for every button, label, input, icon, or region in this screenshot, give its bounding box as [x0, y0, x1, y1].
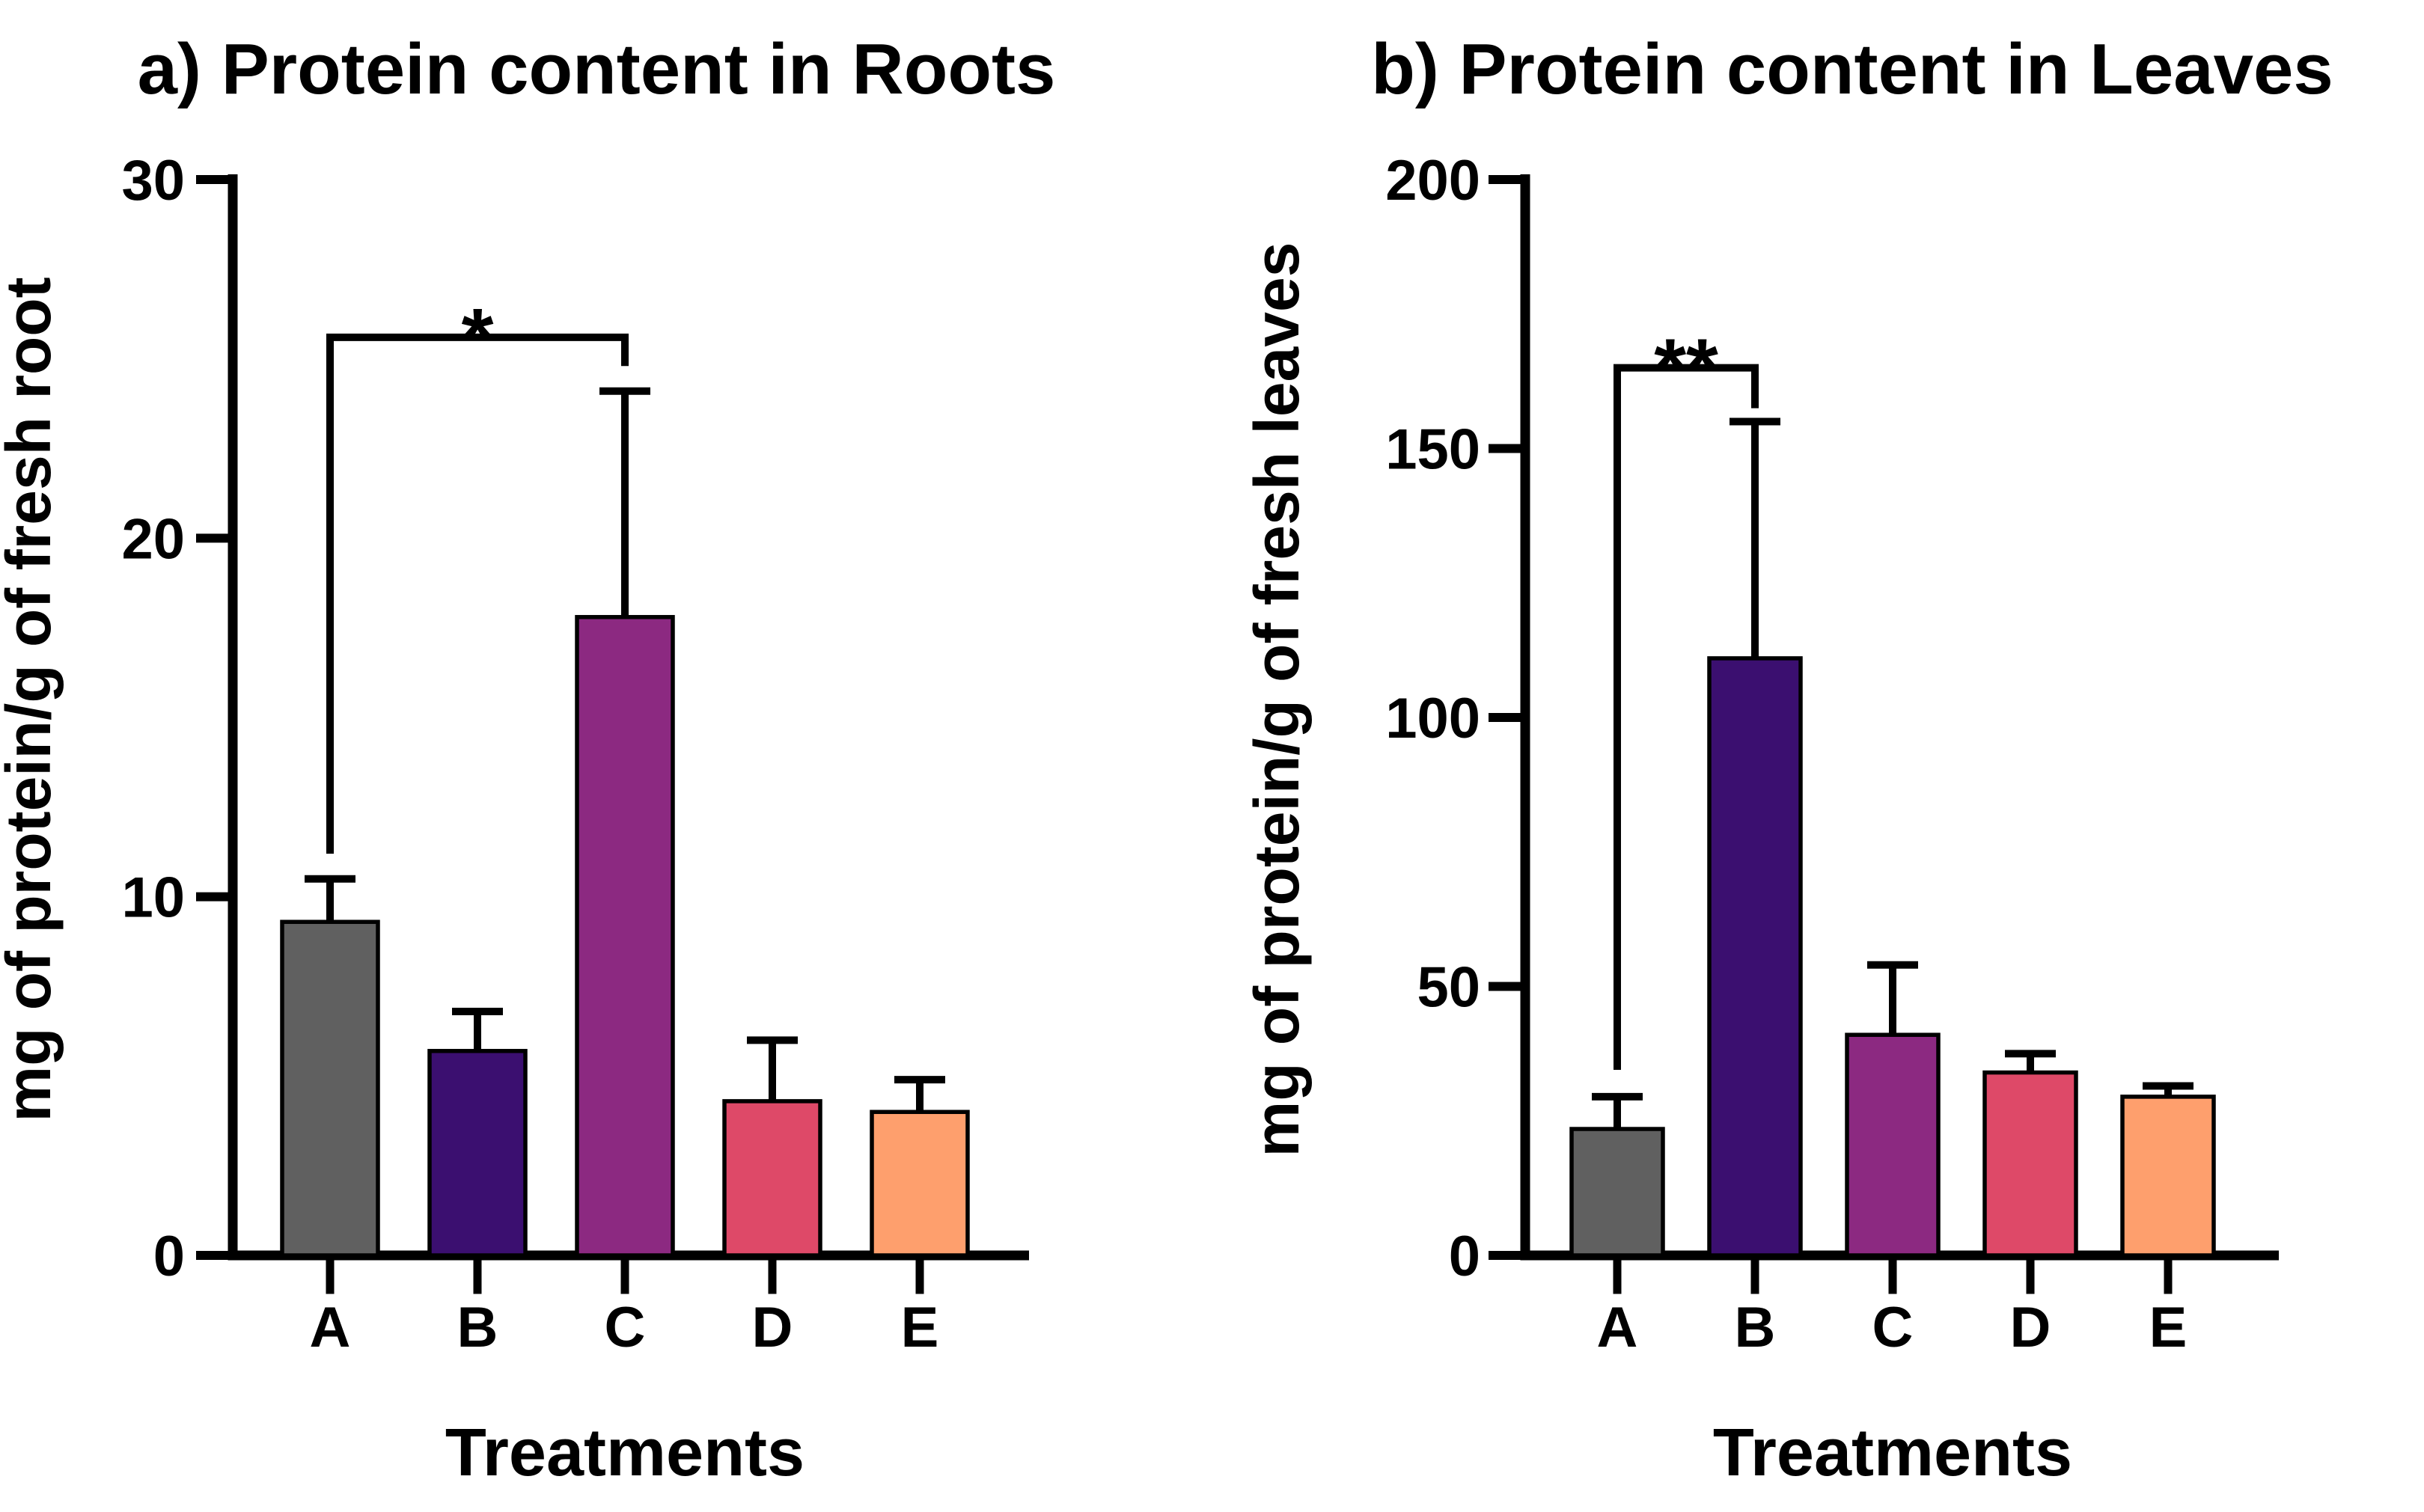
y-tick-label: 20 — [121, 507, 185, 571]
y-tick-label: 200 — [1385, 149, 1480, 212]
roots-chart: 0 10 20 30 A B C D E * — [121, 149, 1029, 1359]
bar-e — [2120, 1095, 2216, 1258]
chart-a-title: a) Protein content in Roots — [138, 29, 1056, 109]
leaves-chart: 0 50 100 150 200 A B C D E ** — [1385, 149, 2279, 1359]
significance-bracket — [326, 333, 629, 854]
category-label-b: B — [457, 1296, 498, 1359]
chart-b-ylabel: mg of protein/g of fresh leaves — [1242, 242, 1312, 1157]
y-tick-label: 150 — [1385, 418, 1480, 482]
bar-d — [722, 1099, 822, 1258]
chart-a-xlabel: Treatments — [445, 1415, 805, 1490]
bar-c — [575, 615, 675, 1258]
bar-a — [280, 919, 380, 1258]
y-tick-label: 10 — [121, 866, 185, 930]
category-label-c: C — [1872, 1296, 1914, 1359]
category-label-e: E — [2149, 1296, 2188, 1359]
category-label-a: A — [310, 1296, 351, 1359]
category-label-d: D — [752, 1296, 793, 1359]
category-label-b: B — [1735, 1296, 1776, 1359]
chart-a-ylabel: mg of protein/g of fresh root — [0, 277, 64, 1121]
significance-label: ** — [1654, 322, 1718, 414]
bar-a — [1569, 1127, 1665, 1258]
category-label-c: C — [605, 1296, 646, 1359]
y-tick-label: 100 — [1385, 687, 1480, 750]
y-tick-label: 0 — [153, 1225, 185, 1288]
bar-d — [1982, 1070, 2078, 1258]
category-label-a: A — [1597, 1296, 1638, 1359]
bar-c — [1845, 1032, 1941, 1258]
category-label-e: E — [901, 1296, 939, 1359]
y-tick-label: 50 — [1417, 956, 1480, 1020]
significance-label: * — [462, 292, 494, 384]
category-label-d: D — [2010, 1296, 2051, 1359]
significance-bracket — [1614, 364, 1759, 1070]
bar-b — [427, 1049, 528, 1258]
bar-e — [870, 1109, 970, 1258]
bar-b — [1707, 656, 1803, 1258]
chart-b-title: b) Protein content in Leaves — [1371, 29, 2333, 109]
chart-b-xlabel: Treatments — [1713, 1415, 2072, 1490]
y-tick-label: 30 — [121, 149, 185, 212]
y-tick-label: 0 — [1449, 1225, 1480, 1288]
